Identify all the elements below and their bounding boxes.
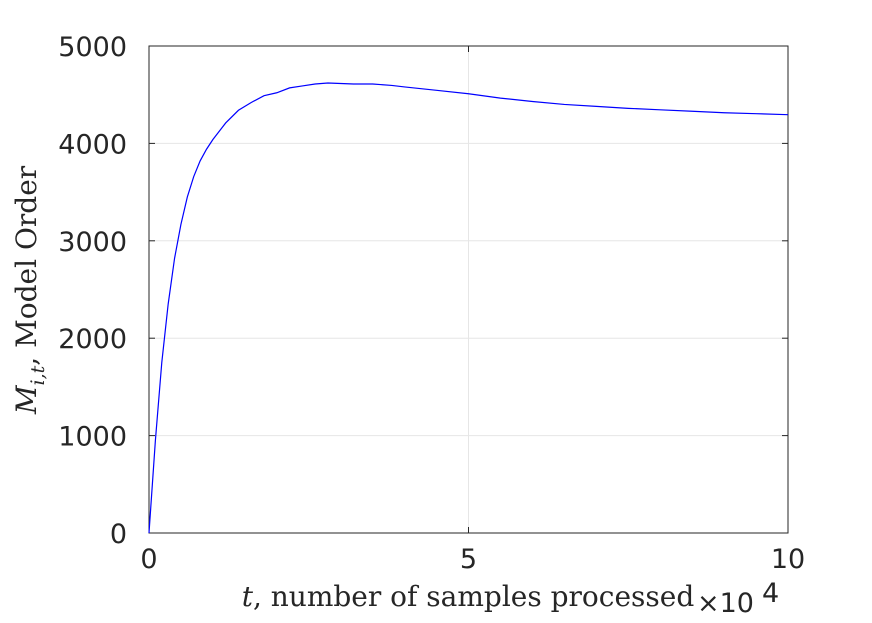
y-axis-title: Mi,t, Model Order bbox=[10, 165, 49, 415]
x-axis-multiplier-exponent: 4 bbox=[762, 578, 779, 609]
y-tick-label: 0 bbox=[110, 519, 127, 550]
x-tick-label: 10 bbox=[771, 544, 805, 575]
y-tick-label: 5000 bbox=[58, 32, 127, 63]
x-tick-labels: 0 5 10 bbox=[140, 544, 805, 575]
x-axis-label-text: , number of samples processed bbox=[253, 580, 694, 613]
x-tick-label: 5 bbox=[460, 544, 477, 575]
y-axis-variable: M bbox=[10, 384, 43, 415]
y-tick-labels: 0 1000 2000 3000 4000 5000 bbox=[58, 32, 127, 550]
series-line bbox=[148, 82, 789, 534]
x-tick-label: 0 bbox=[140, 544, 157, 575]
grid-lines bbox=[148, 45, 789, 534]
y-tick-label: 2000 bbox=[58, 324, 127, 355]
y-axis-subscript: i,t bbox=[27, 365, 49, 385]
y-tick-label: 4000 bbox=[58, 129, 127, 160]
y-tick-label: 3000 bbox=[58, 227, 127, 258]
y-tick-label: 1000 bbox=[58, 422, 127, 453]
x-axis-multiplier: ×10 4 bbox=[697, 578, 779, 619]
y-axis-label-text: , Model Order bbox=[10, 165, 43, 366]
x-axis-variable: t bbox=[242, 580, 254, 613]
x-axis-title: t, number of samples processed bbox=[242, 580, 695, 613]
x-axis-multiplier-base: ×10 bbox=[697, 588, 754, 619]
